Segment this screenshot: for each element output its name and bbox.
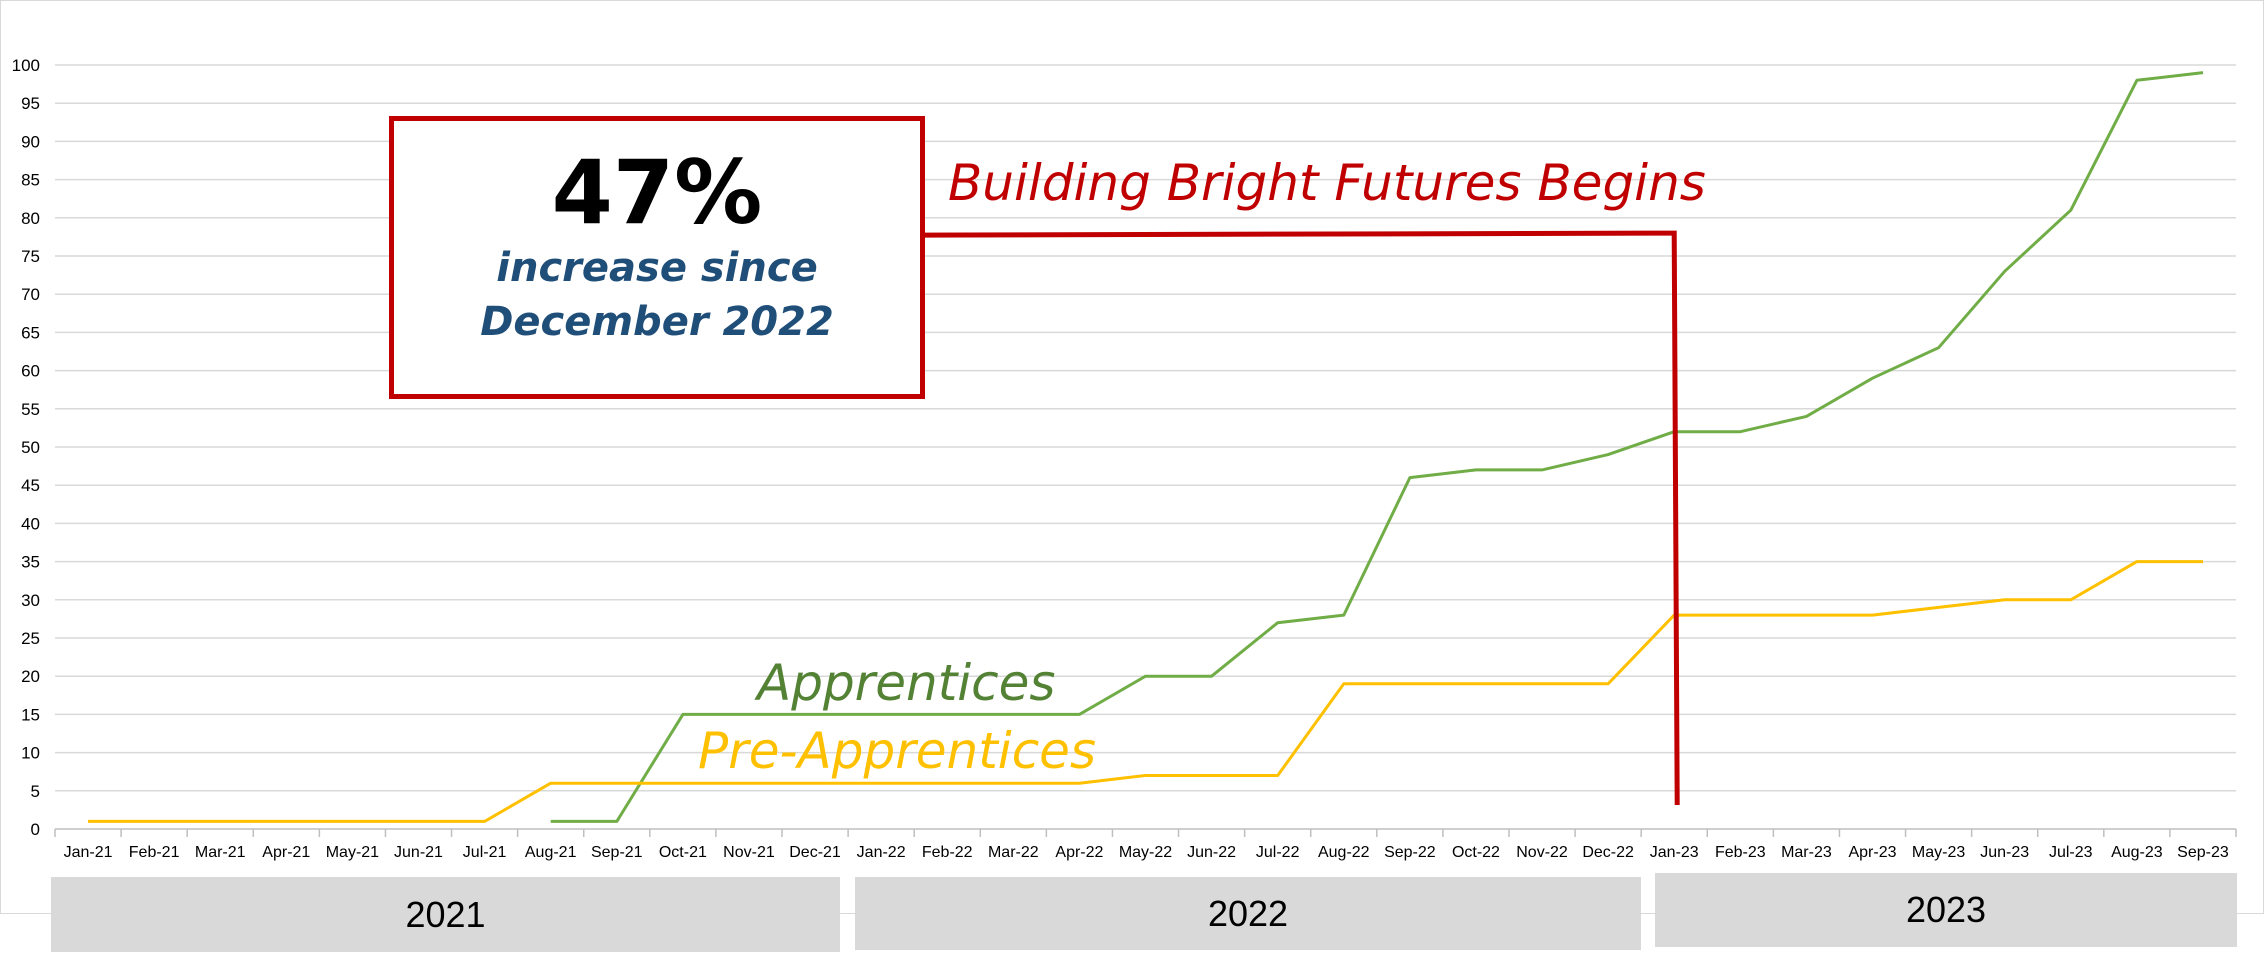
- series-label-pre-apprentices: Pre-Apprentices: [698, 722, 1096, 780]
- x-tick-label: Nov-22: [1516, 844, 1568, 861]
- annotation-line: [919, 230, 1680, 806]
- x-tick-label: Sep-21: [591, 844, 643, 861]
- y-tick-label: 90: [21, 132, 40, 151]
- series-line: [550, 71, 2204, 823]
- x-tick-label: May-23: [1912, 844, 1965, 861]
- series-lines: [88, 71, 2204, 823]
- x-axis-ticks: Jan-21 Feb-21 Mar-21 Apr-21 May-21 Jun-21 Jul-…: [54, 829, 2237, 861]
- x-tick-label: May-22: [1119, 844, 1172, 861]
- x-tick-label: Feb-23: [1715, 844, 1766, 861]
- y-tick-label: 20: [21, 667, 40, 686]
- x-tick-label: Apr-22: [1055, 844, 1103, 861]
- x-tick-label: Jun-22: [1187, 844, 1236, 861]
- y-tick-label: 0: [31, 820, 40, 839]
- x-tick-label: Sep-23: [2177, 844, 2229, 861]
- callout-line-2: December 2022: [480, 299, 834, 345]
- series-label-apprentices: Apprentices: [757, 654, 1056, 712]
- year-band-2021: 2021: [51, 877, 840, 952]
- x-tick-label: Oct-21: [659, 844, 707, 861]
- x-tick-label: Jan-23: [1650, 844, 1699, 861]
- y-tick-label: 70: [21, 285, 40, 304]
- callout-line-1: increase since: [496, 245, 818, 291]
- x-tick-label: Jul-22: [1256, 844, 1300, 861]
- x-tick-label: Jan-22: [857, 844, 906, 861]
- series-line: [88, 560, 2203, 823]
- y-tick-label: 35: [21, 553, 40, 572]
- x-tick-label: Jun-21: [394, 844, 443, 861]
- x-tick-label: Jul-21: [463, 844, 507, 861]
- x-tick-label: Dec-21: [789, 844, 841, 861]
- x-tick-label: Nov-21: [723, 844, 775, 861]
- y-axis-ticks: 0 5 10 15 20 25 30 35 40 45 50 55 60 65 70 75 80 85 90 95 10…: [12, 56, 40, 839]
- y-tick-label: 50: [21, 438, 40, 457]
- x-tick-label: Feb-22: [922, 844, 973, 861]
- y-tick-label: 80: [21, 209, 40, 228]
- x-tick-label: Apr-21: [262, 844, 310, 861]
- x-tick-label: Jun-23: [1980, 844, 2029, 861]
- x-tick-label: Mar-22: [988, 844, 1039, 861]
- y-tick-label: 10: [21, 744, 40, 763]
- y-tick-label: 60: [21, 362, 40, 381]
- x-tick-label: Sep-22: [1384, 844, 1436, 861]
- y-tick-label: 5: [31, 782, 40, 801]
- y-tick-label: 95: [21, 94, 40, 113]
- y-tick-label: 75: [21, 247, 40, 266]
- callout-box: 47% increase since December 2022: [389, 116, 925, 399]
- x-tick-label: Jan-21: [64, 844, 113, 861]
- y-tick-label: 40: [21, 514, 40, 533]
- y-tick-label: 45: [21, 476, 40, 495]
- y-tick-label: 15: [21, 705, 40, 724]
- x-tick-label: Apr-23: [1848, 844, 1896, 861]
- x-tick-label: Aug-22: [1318, 844, 1370, 861]
- series-apprentices: [550, 71, 2204, 823]
- annotation-title: Building Bright Futures Begins: [948, 154, 1706, 212]
- x-tick-label: May-21: [326, 844, 379, 861]
- callout-headline: 47%: [551, 141, 763, 244]
- year-band-2022: 2022: [855, 877, 1641, 950]
- y-tick-label: 30: [21, 591, 40, 610]
- y-tick-label: 100: [12, 56, 40, 75]
- x-tick-label: Oct-22: [1452, 844, 1500, 861]
- x-tick-label: Mar-21: [195, 844, 246, 861]
- y-tick-label: 85: [21, 171, 40, 190]
- series-pre-apprentices: [88, 560, 2203, 823]
- x-tick-label: Aug-21: [525, 844, 577, 861]
- y-tick-label: 55: [21, 400, 40, 419]
- y-tick-label: 65: [21, 323, 40, 342]
- x-tick-label: Aug-23: [2111, 844, 2163, 861]
- x-tick-label: Dec-22: [1582, 844, 1634, 861]
- y-tick-label: 25: [21, 629, 40, 648]
- x-tick-label: Jul-23: [2049, 844, 2093, 861]
- year-band-2023: 2023: [1655, 873, 2237, 947]
- x-tick-label: Feb-21: [129, 844, 180, 861]
- x-tick-label: Mar-23: [1781, 844, 1832, 861]
- annotation-bracket: [919, 230, 1680, 806]
